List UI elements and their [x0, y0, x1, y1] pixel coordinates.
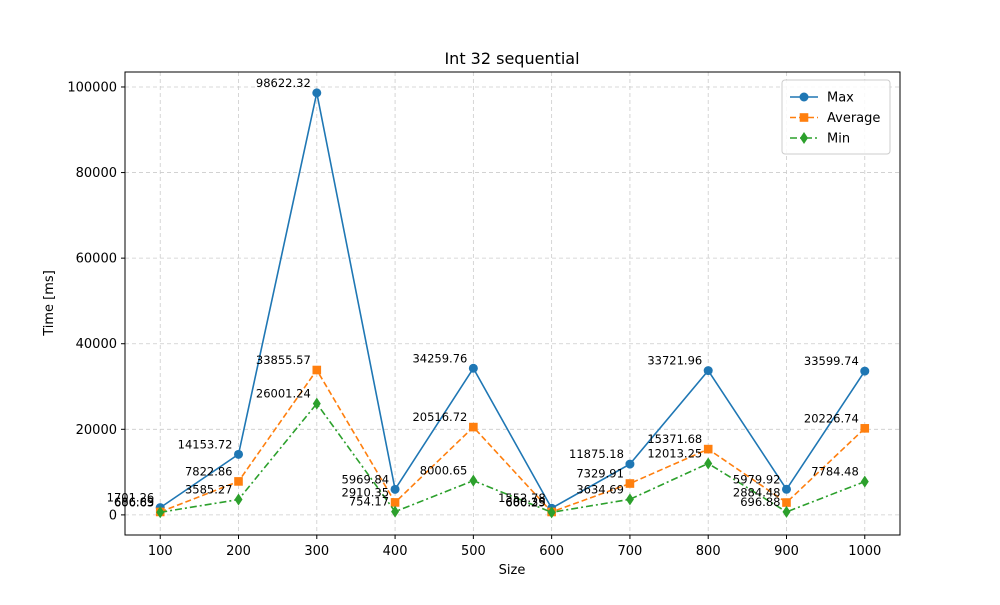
data-label-max: 1701.26	[107, 491, 155, 505]
data-label-min: 7784.48	[811, 465, 859, 479]
x-tick-label: 1000	[848, 544, 881, 559]
data-label-min: 606.63	[114, 495, 154, 509]
data-label-max: 33721.96	[647, 354, 702, 368]
data-label-average: 680.35	[505, 495, 545, 509]
data-label-average: 20226.74	[804, 411, 859, 425]
legend-label-max: Max	[827, 91, 854, 106]
series-layer	[155, 88, 870, 519]
data-label-min: 600.29	[505, 495, 545, 509]
data-label-average: 2910.35	[342, 485, 390, 499]
y-axis-label: Time [ms]	[42, 270, 57, 337]
data-point-average	[782, 498, 791, 507]
data-label-average: 7329.91	[576, 467, 624, 481]
y-tick-label: 80000	[76, 166, 117, 181]
data-point-max	[468, 363, 478, 373]
data-point-max	[625, 459, 635, 469]
y-tick-label: 40000	[76, 337, 117, 352]
plot-frame	[124, 71, 901, 536]
y-tick-label: 100000	[67, 80, 117, 95]
data-point-max	[703, 366, 713, 376]
axis-ticks: 100 200 300 400 500 600 700 800 900 1000 0 20000 400…	[67, 80, 881, 559]
data-label-min: 696.88	[740, 495, 780, 509]
data-point-average	[469, 422, 478, 432]
data-point-average	[234, 477, 243, 486]
data-label-min: 3634.69	[576, 482, 624, 496]
x-axis-label: Size	[499, 563, 526, 578]
x-tick-label: 200	[226, 544, 251, 559]
data-label-max: 1552.78	[498, 491, 546, 505]
legend-marker-min	[800, 132, 808, 144]
data-label-max: 34259.76	[412, 351, 467, 365]
data-point-max	[234, 449, 244, 459]
data-label-max: 98622.32	[256, 76, 311, 90]
series-min	[156, 397, 869, 519]
data-point-average	[312, 365, 322, 375]
legend-label-min: Min	[827, 132, 850, 147]
data-label-average: 2884.48	[733, 486, 781, 500]
data-point-average	[703, 444, 713, 454]
data-point-average	[390, 498, 400, 507]
data-point-average	[625, 479, 635, 488]
data-point-max	[312, 88, 322, 98]
legend: Max Average Min	[781, 79, 891, 155]
data-point-min	[625, 493, 634, 506]
series-line-average	[159, 368, 866, 513]
data-labels: 1701.26 14153.72 98622.32 5969.84 34259.76 15…	[107, 76, 859, 509]
data-label-min: 754.17	[349, 495, 389, 509]
data-label-max: 14153.72	[178, 437, 233, 451]
x-tick-label: 800	[696, 544, 721, 559]
data-label-average: 15371.68	[647, 432, 702, 446]
series-max	[155, 88, 870, 513]
legend-label-average: Average	[827, 111, 880, 126]
series-line-max	[159, 92, 866, 510]
data-point-min	[547, 506, 556, 519]
y-tick-label: 60000	[76, 252, 117, 267]
x-tick-label: 100	[148, 544, 173, 559]
x-tick-label: 700	[618, 544, 643, 559]
data-label-max: 5969.84	[342, 472, 390, 486]
data-label-min: 3585.27	[185, 483, 233, 497]
data-point-max	[860, 366, 870, 376]
x-tick-label: 900	[774, 544, 799, 559]
data-label-max: 5979.92	[733, 472, 781, 486]
data-label-min: 26001.24	[256, 387, 311, 401]
legend-marker-max	[799, 92, 809, 102]
data-point-min	[782, 505, 791, 518]
data-label-average: 20516.72	[412, 410, 467, 424]
legend-box	[781, 79, 891, 155]
series-line-min	[160, 402, 866, 514]
data-label-average: 686.89	[114, 495, 154, 509]
data-label-max: 33599.74	[804, 354, 859, 368]
x-tick-label: 600	[539, 544, 564, 559]
data-label-average: 7822.86	[185, 464, 233, 478]
legend-marker-average	[799, 113, 809, 122]
data-point-min	[234, 493, 243, 506]
x-tick-label: 400	[383, 544, 408, 559]
data-point-max	[781, 484, 791, 494]
data-point-max	[390, 484, 400, 494]
chart-title: Int 32 sequential	[444, 49, 579, 68]
data-point-min	[860, 475, 869, 488]
data-point-min	[312, 397, 321, 410]
data-point-average	[860, 424, 870, 433]
data-label-min: 12013.25	[647, 446, 702, 460]
data-label-max: 11875.18	[569, 447, 624, 461]
x-tick-label: 300	[304, 544, 329, 559]
data-point-min	[469, 474, 478, 487]
data-point-min	[156, 506, 165, 519]
data-label-min: 8000.65	[420, 464, 468, 478]
data-point-min	[704, 457, 713, 470]
y-tick-label: 0	[109, 508, 117, 523]
data-point-min	[391, 505, 400, 518]
x-tick-label: 500	[461, 544, 486, 559]
data-label-average: 33855.57	[256, 353, 311, 367]
y-tick-label: 20000	[76, 423, 117, 438]
